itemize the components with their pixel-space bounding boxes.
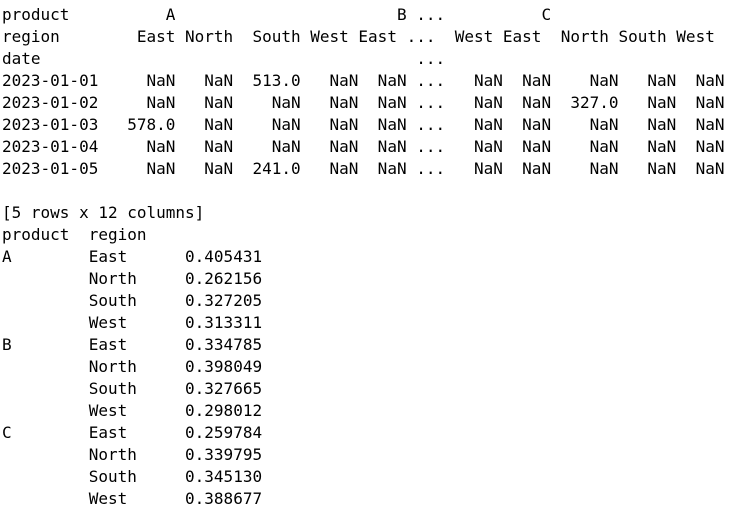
series-row-b-east: B East 0.334785 (2, 335, 263, 354)
pivot-data-row-2023-01-01: 2023-01-01 NaN NaN 513.0 NaN NaN ... NaN… (2, 71, 725, 90)
series-row-c-east: C East 0.259784 (2, 423, 263, 442)
blank-line (2, 180, 750, 202)
series-row-a-south: South 0.327205 (2, 291, 263, 310)
pivot-index-name-row: date ... (2, 49, 446, 68)
series-row-a-east: A East 0.405431 (2, 247, 263, 266)
pivot-data-row-2023-01-04: 2023-01-04 NaN NaN NaN NaN NaN ... NaN N… (2, 137, 725, 156)
pivot-data-row-2023-01-03: 2023-01-03 578.0 NaN NaN NaN NaN ... NaN… (2, 115, 725, 134)
series-row-c-west-clipped: West 0.388677 (2, 489, 263, 508)
series-row-b-south: South 0.327665 (2, 379, 263, 398)
pivot-data-row-2023-01-05: 2023-01-05 NaN NaN 241.0 NaN NaN ... NaN… (2, 159, 725, 178)
dataframe-shape-note: [5 rows x 12 columns] (2, 203, 205, 222)
pivot-data-row-2023-01-02: 2023-01-02 NaN NaN NaN NaN NaN ... NaN N… (2, 93, 725, 112)
series-row-b-north: North 0.398049 (2, 357, 263, 376)
pivot-columns-product-row: product A B ... C (2, 5, 552, 24)
pivot-columns-region-row: region East North South West East ... We… (2, 27, 715, 46)
series-index-header-row: product region (2, 225, 147, 244)
series-row-a-north: North 0.262156 (2, 269, 263, 288)
series-row-a-west: West 0.313311 (2, 313, 263, 332)
series-row-c-south: South 0.345130 (2, 467, 263, 486)
series-row-b-west: West 0.298012 (2, 401, 263, 420)
series-row-c-north: North 0.339795 (2, 445, 263, 464)
